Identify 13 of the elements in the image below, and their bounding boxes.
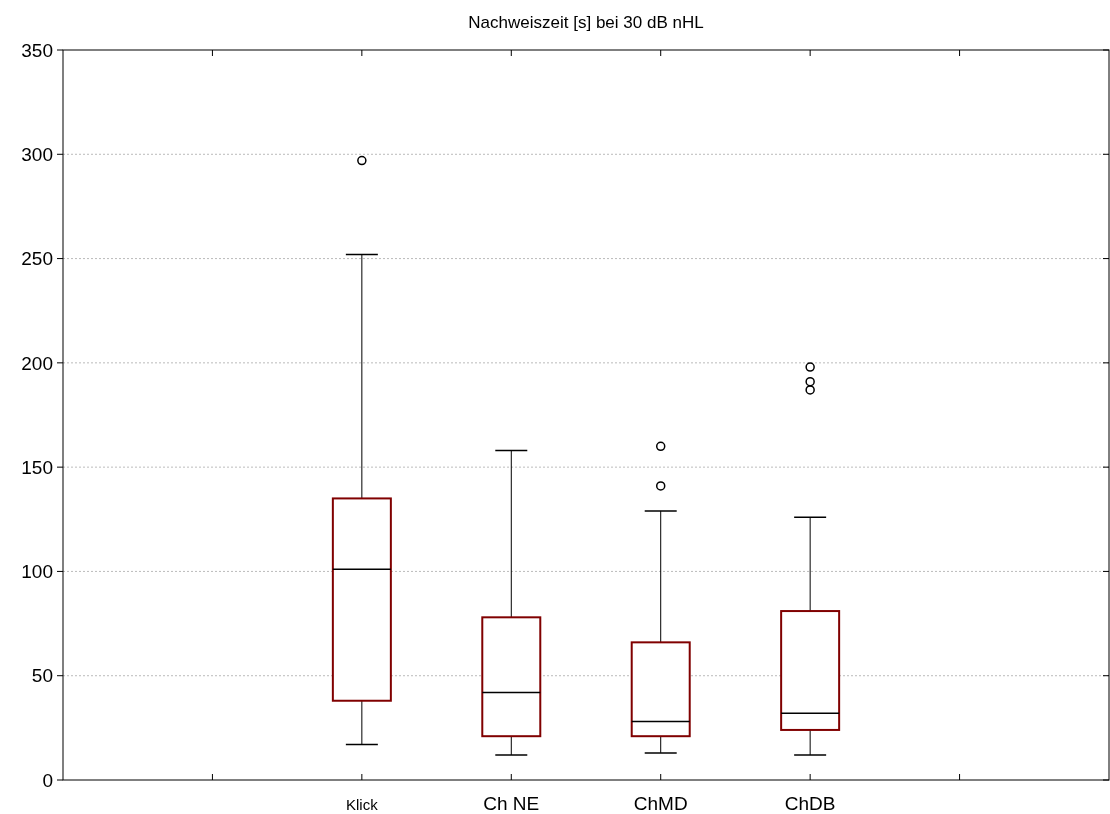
y-tick-label: 0 — [42, 769, 53, 791]
y-tick-label: 50 — [31, 665, 53, 687]
y-tick-label: 200 — [21, 352, 53, 374]
x-tick-label: ChDB — [784, 793, 836, 814]
x-tick-label: ChMD — [633, 793, 688, 814]
y-tick-label: 150 — [21, 456, 53, 478]
y-tick-label: 350 — [21, 39, 53, 61]
x-tick-label: Ch NE — [483, 793, 540, 814]
y-tick-label: 300 — [21, 143, 53, 165]
x-tick-label: Klick — [346, 796, 379, 813]
y-tick-label: 250 — [21, 248, 53, 270]
chart-title: Nachweiszeit [s] bei 30 dB nHL — [468, 13, 704, 32]
y-tick-label: 100 — [21, 561, 53, 583]
